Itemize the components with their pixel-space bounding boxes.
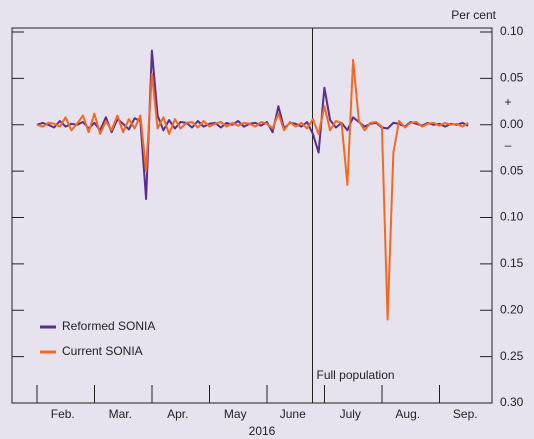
- annotation: Full population: [317, 368, 395, 382]
- positive-sign: +: [504, 95, 511, 109]
- y-tick-label: 0.30: [500, 395, 524, 409]
- y-tick-label: 0.20: [500, 302, 524, 316]
- y-tick-label: 0.05: [500, 163, 524, 177]
- y-tick-label: 0.10: [500, 24, 524, 38]
- x-tick-label: June: [280, 407, 306, 421]
- negative-sign: –: [505, 138, 512, 152]
- x-tick-label: May: [224, 407, 247, 421]
- x-tick-label: July: [340, 407, 361, 421]
- y-tick-label: 0.10: [500, 210, 524, 224]
- y-tick-label: 0.00: [500, 117, 524, 131]
- x-tick-label: Mar.: [109, 407, 132, 421]
- x-axis-label: 2016: [249, 424, 276, 438]
- x-tick-label: Sep.: [453, 407, 478, 421]
- y-tick-label: 0.25: [500, 349, 524, 363]
- legend-label: Reformed SONIA: [62, 319, 155, 333]
- y-axis-label: Per cent: [451, 8, 496, 22]
- legend-label: Current SONIA: [62, 344, 143, 358]
- x-tick-label: Apr.: [167, 407, 188, 421]
- y-tick-label: 0.15: [500, 256, 524, 270]
- x-tick-label: Feb.: [51, 407, 75, 421]
- series-line: [36, 58, 469, 321]
- y-tick-label: 0.05: [500, 71, 524, 85]
- plot-frame: [11, 27, 493, 404]
- x-tick-label: Aug.: [395, 407, 420, 421]
